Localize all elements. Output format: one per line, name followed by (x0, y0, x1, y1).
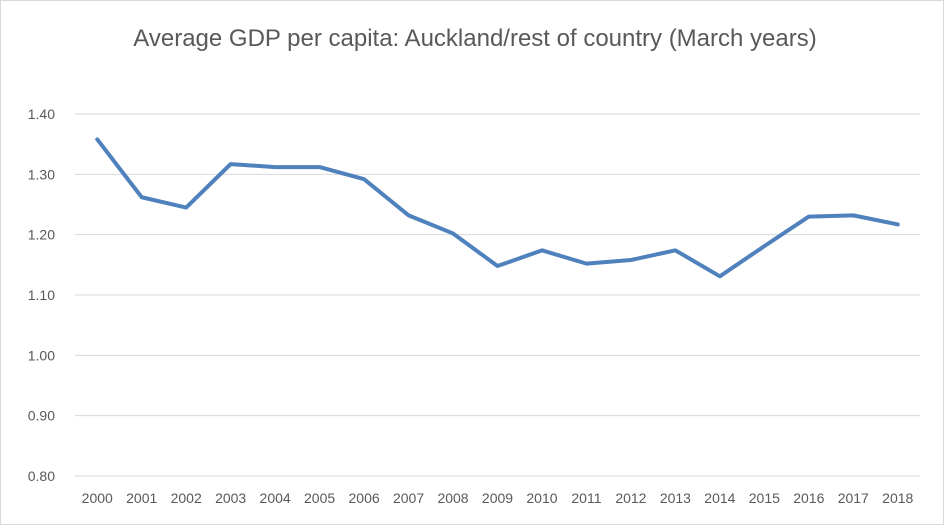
x-tick-label: 2007 (393, 490, 424, 506)
x-tick-label: 2018 (882, 490, 913, 506)
chart-title: Average GDP per capita: Auckland/rest of… (133, 25, 817, 52)
series-line (95, 137, 900, 279)
x-tick-label: 2006 (349, 490, 380, 506)
x-tick-label: 2016 (793, 490, 824, 506)
x-tick-label: 2012 (615, 490, 646, 506)
x-tick-label: 2009 (482, 490, 513, 506)
x-tick-label: 2014 (704, 490, 735, 506)
y-tick-label: 1.20 (28, 227, 55, 243)
y-tick-label: 1.30 (28, 166, 55, 182)
x-tick-label: 2015 (749, 490, 780, 506)
x-tick-label: 2008 (437, 490, 468, 506)
y-tick-label: 0.80 (28, 468, 55, 484)
x-tick-label: 2000 (82, 490, 113, 506)
x-tick-label: 2017 (838, 490, 869, 506)
x-tick-label: 2001 (126, 490, 157, 506)
x-tick-label: 2002 (171, 490, 202, 506)
y-tick-label: 0.90 (28, 408, 55, 424)
x-tick-label: 2011 (571, 490, 601, 506)
y-tick-label: 1.10 (28, 287, 55, 303)
x-tick-label: 2010 (526, 490, 557, 506)
x-tick-label: 2013 (660, 490, 691, 506)
x-tick-label: 2004 (260, 490, 291, 506)
y-tick-label: 1.00 (28, 347, 55, 363)
x-tick-label: 2003 (215, 490, 246, 506)
x-tick-label: 2005 (304, 490, 335, 506)
y-tick-label: 1.40 (28, 106, 55, 122)
